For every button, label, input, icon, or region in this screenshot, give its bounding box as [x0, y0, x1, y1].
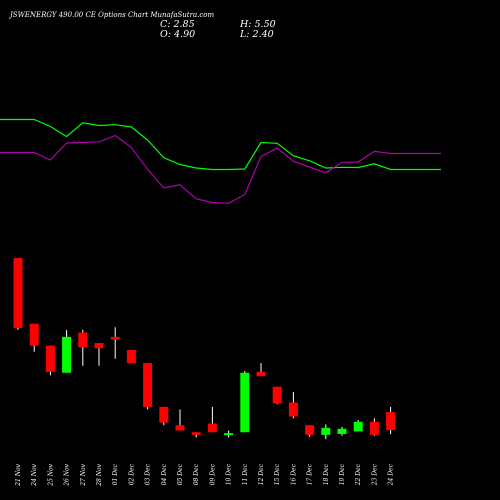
candle-body-down: [110, 336, 120, 340]
candle-body-down: [29, 323, 39, 346]
candle: [13, 258, 23, 330]
x-axis-labels: 21 Nov 24 Nov 25 Nov 26 Nov 27 Nov 28 Nov 01 D…: [15, 463, 395, 486]
candle: [159, 406, 169, 426]
candle-body-down: [94, 343, 104, 349]
candle: [62, 329, 72, 373]
candle: [240, 371, 250, 433]
x-tick-label: 01 Dec: [112, 463, 119, 485]
candle: [191, 432, 201, 438]
candle-body-up: [321, 427, 331, 435]
candle: [110, 327, 120, 359]
candle-body-up: [240, 372, 250, 433]
candle: [272, 386, 282, 405]
x-tick-label: 28 Nov: [96, 463, 103, 486]
candle-body-down: [256, 371, 266, 377]
candle: [305, 425, 315, 437]
candle-body-down: [191, 432, 201, 435]
candle-body-down: [369, 421, 379, 435]
x-tick-label: 25 Nov: [47, 463, 54, 486]
candle: [78, 329, 88, 366]
close-value: C: 2.85: [160, 19, 195, 30]
x-tick-label: 18 Dec: [323, 463, 330, 485]
purple-indicator-line: [0, 134, 441, 204]
indicator-lines: [0, 118, 441, 204]
x-tick-label: 09 Dec: [209, 463, 216, 485]
candle: [126, 350, 136, 364]
x-tick-label: 17 Dec: [307, 463, 314, 485]
candle-body-down: [288, 402, 298, 417]
green-indicator-line: [0, 118, 441, 171]
candle: [143, 363, 153, 410]
candle: [94, 343, 104, 366]
x-tick-label: 02 Dec: [128, 463, 135, 485]
candle: [207, 406, 217, 433]
x-tick-label: 04 Dec: [161, 463, 168, 485]
x-tick-label: 05 Dec: [177, 463, 184, 485]
candle-body-down: [159, 406, 169, 423]
candles: [13, 258, 396, 440]
candle: [386, 406, 396, 434]
candle-body-down: [45, 345, 55, 372]
x-tick-label: 24 Dec: [388, 463, 395, 486]
candle-body-down: [13, 258, 23, 329]
x-tick-label: 10 Dec: [226, 463, 233, 485]
x-tick-label: 24 Nov: [31, 463, 38, 486]
candle-body-down: [78, 332, 88, 348]
low-value: L: 2.40: [240, 29, 274, 40]
x-tick-label: 15 Dec: [274, 463, 281, 485]
open-value: O: 4.90: [160, 29, 196, 40]
candle-body-up: [62, 336, 72, 373]
x-tick-label: 21 Nov: [15, 463, 22, 486]
candle: [45, 345, 55, 376]
candle: [369, 418, 379, 436]
candle-body-down: [175, 425, 185, 431]
candle-body-down: [386, 412, 396, 431]
candle-body-down: [207, 423, 217, 433]
candle-body-up: [337, 428, 347, 434]
candle: [321, 424, 331, 440]
candle-body-up: [224, 433, 234, 436]
candle: [224, 430, 234, 438]
candle: [175, 409, 185, 431]
x-tick-label: 26 Nov: [64, 463, 71, 486]
candle-body-down: [305, 425, 315, 435]
candle: [337, 427, 347, 436]
x-tick-label: 11 Dec: [242, 463, 249, 485]
candle-body-down: [143, 363, 153, 407]
x-tick-label: 23 Dec: [371, 463, 378, 486]
x-tick-label: 12 Dec: [258, 463, 265, 485]
candle: [288, 392, 298, 419]
x-tick-label: 22 Dec: [355, 463, 362, 486]
x-tick-label: 03 Dec: [145, 463, 152, 485]
candle-body-up: [353, 421, 363, 432]
x-tick-label: 08 Dec: [193, 463, 200, 485]
candle: [353, 420, 363, 432]
candle: [256, 363, 266, 377]
x-tick-label: 19 Dec: [339, 463, 346, 485]
x-tick-label: 16 Dec: [290, 463, 297, 485]
x-tick-label: 27 Nov: [80, 463, 87, 486]
chart-title: JSWENERGY 490.00 CE Options Chart Munafa…: [10, 11, 215, 19]
high-value: H: 5.50: [240, 19, 276, 30]
candle-body-down: [126, 350, 136, 364]
candle: [29, 323, 39, 352]
candle-body-down: [272, 386, 282, 404]
